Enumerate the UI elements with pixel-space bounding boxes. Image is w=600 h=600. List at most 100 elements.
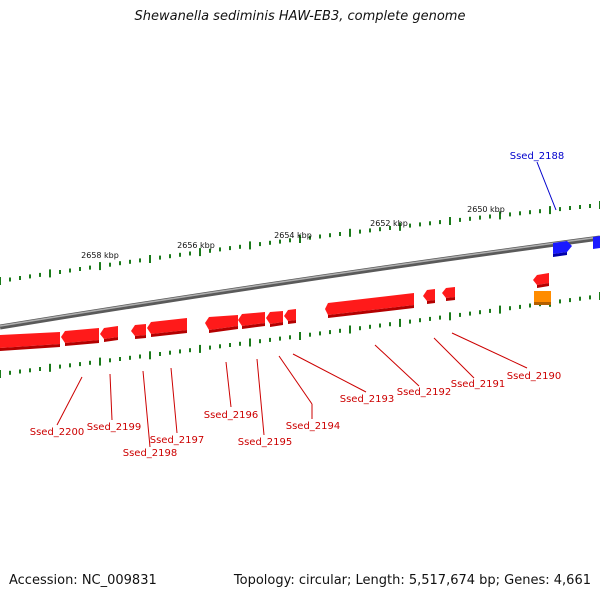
- scale-bottom-tick: [199, 344, 201, 353]
- gene-label-2193[interactable]: Ssed_2193: [340, 394, 395, 405]
- scale-top-tick: [79, 267, 81, 271]
- gene-2193-shadow: [328, 305, 414, 318]
- gene-2195-shadow: [270, 322, 283, 327]
- gene-2188-arrow[interactable]: [553, 241, 572, 254]
- gene-2190-shape[interactable]: [533, 273, 549, 285]
- scale-top-tick: [499, 211, 501, 220]
- gene-2199-shape[interactable]: [100, 326, 118, 339]
- leader-2192: [374, 344, 420, 387]
- scale-bottom-tick: [99, 357, 101, 366]
- scale-bottom-tick: [289, 335, 291, 340]
- scale-top-tick: [579, 205, 581, 209]
- scale-top-tick: [369, 228, 371, 233]
- scale-top-tick: [59, 270, 61, 274]
- scale-top-tick: [319, 234, 321, 239]
- scale-top-tick: [439, 220, 441, 225]
- gene-label-2192[interactable]: Ssed_2192: [397, 387, 452, 398]
- gene-label-2195[interactable]: Ssed_2195: [238, 437, 293, 448]
- gene-2196-shape-a[interactable]: [238, 312, 265, 326]
- gene-label-2198[interactable]: Ssed_2198: [123, 448, 178, 459]
- gene-2196-shadow-b: [209, 326, 238, 333]
- scale-bottom-tick: [169, 350, 171, 355]
- scale-bottom-tick: [39, 367, 41, 371]
- scale-top-tick: [249, 241, 251, 250]
- scale-top-tick: [399, 222, 401, 231]
- scale-top-tick: [509, 212, 511, 217]
- gene-label-2199[interactable]: Ssed_2199: [87, 422, 142, 433]
- gene-2191-shape[interactable]: [442, 287, 455, 298]
- scale-top-tick: [569, 206, 571, 210]
- scale-top-tick: [279, 239, 281, 244]
- scale-bottom-tick: [489, 308, 491, 313]
- scale-top-tick: [29, 274, 31, 279]
- gene-2196-shape-b[interactable]: [205, 315, 238, 330]
- accession-text: Accession: NC_009831: [9, 573, 157, 588]
- leader-2194: [278, 355, 313, 405]
- leader-2200: [56, 376, 83, 426]
- scale-top-tick: [529, 210, 531, 215]
- gene-2190-shadow: [537, 283, 549, 288]
- scale-top-tick: [289, 238, 291, 243]
- scale-bottom-tick: [209, 345, 211, 350]
- scale-bottom-tick: [389, 322, 391, 327]
- scale-bottom-tick: [49, 363, 51, 372]
- gene-2198-shape[interactable]: [131, 324, 146, 336]
- gene-2200-shadow-b: [0, 344, 60, 351]
- gene-2200-shape-a[interactable]: [61, 328, 99, 343]
- scale-bottom-tick: [319, 331, 321, 336]
- scale-top-tick: [209, 248, 211, 253]
- scale-top-tick: [49, 269, 51, 278]
- scale-top-tick: [299, 235, 301, 243]
- scale-top-tick: [339, 232, 341, 236]
- gene-label-2197[interactable]: Ssed_2197: [150, 435, 205, 446]
- gene-2192-shape[interactable]: [423, 289, 435, 301]
- gene-labels: Ssed_2188 Ssed_2190 Ssed_2191 Ssed_2192 …: [30, 151, 565, 459]
- gene-label-2191[interactable]: Ssed_2191: [451, 379, 506, 390]
- scale-bottom-tick: [349, 325, 351, 334]
- gene-2197-shape[interactable]: [147, 318, 187, 334]
- scale-bottom-tick: [229, 343, 231, 347]
- gene-2195-shape[interactable]: [266, 311, 283, 324]
- scale-bottom-tick: [449, 312, 451, 321]
- gene-2194-shape[interactable]: [284, 309, 296, 321]
- scale-bottom-tick: [89, 360, 91, 365]
- scale-top-tick: [109, 262, 111, 267]
- gene-2188-partial[interactable]: [593, 236, 600, 249]
- scale-bottom-tick: [339, 328, 341, 333]
- scale-bottom-tick: [259, 339, 261, 344]
- orange-feature[interactable]: [534, 291, 551, 302]
- scale-bottom-tick: [359, 326, 361, 331]
- scale-bottom-tick: [519, 304, 521, 309]
- scale-top-tick: [429, 221, 431, 226]
- gene-2193-shape[interactable]: [325, 293, 414, 315]
- scale-top-tick: [309, 235, 311, 240]
- scale-top-tick: [459, 217, 461, 222]
- scale-bottom-tick: [299, 332, 301, 340]
- scale-top-tick: [449, 217, 451, 225]
- scale-top-tick: [329, 233, 331, 238]
- scale-bottom-tick: [69, 363, 71, 368]
- scale-bottom-tick: [439, 315, 441, 320]
- scale-bottom-tick: [159, 352, 161, 356]
- scale-bottom-tick: [19, 369, 21, 374]
- gene-label-2190[interactable]: Ssed_2190: [507, 371, 562, 382]
- gene-label-2200[interactable]: Ssed_2200: [30, 427, 85, 438]
- scale-bottom-tick: [429, 316, 431, 321]
- scale-top-tick: [589, 204, 591, 208]
- scale-top-tick: [479, 215, 481, 220]
- label-leaders: [56, 161, 557, 448]
- gene-2200-shape-b[interactable]: [0, 332, 60, 348]
- gene-2194-shadow: [288, 320, 296, 324]
- scale-top-tick: [149, 255, 151, 263]
- scale-bottom-tick: [579, 296, 581, 301]
- scale-bottom-tick: [139, 354, 141, 359]
- gene-2197-shadow: [151, 330, 187, 337]
- gene-label-2194[interactable]: Ssed_2194: [286, 421, 341, 432]
- gene-label-2196[interactable]: Ssed_2196: [204, 410, 259, 421]
- scale-top-tick: [39, 272, 41, 277]
- scale-bottom-tick: [149, 351, 151, 360]
- gene-label-2188[interactable]: Ssed_2188: [510, 151, 565, 162]
- scale-ticks-bottom: [0, 292, 600, 378]
- scale-top-tick: [259, 242, 261, 247]
